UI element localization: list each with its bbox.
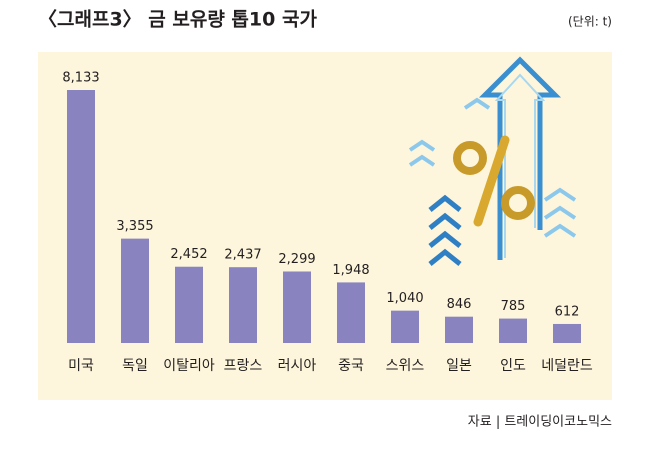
source: 자료 | 트레이딩이코노믹스 — [468, 415, 612, 430]
value-label: 2,452 — [170, 247, 207, 262]
value-label: 2,437 — [224, 248, 261, 263]
x-tick-label: 프랑스 — [224, 358, 263, 374]
value-label: 846 — [447, 297, 472, 312]
unit: (단위: t) — [568, 15, 612, 29]
value-label: 3,355 — [116, 219, 153, 234]
x-tick-label: 인도 — [500, 358, 526, 374]
x-tick-label: 독일 — [122, 358, 148, 374]
value-label: 1,040 — [386, 291, 423, 306]
x-tick-label: 스위스 — [386, 358, 425, 374]
value-label: 785 — [501, 299, 526, 314]
bar — [175, 266, 203, 343]
value-label: 2,299 — [278, 252, 315, 267]
chart-title: 〈그래프3〉 금 보유량 톱10 국가 — [38, 8, 317, 31]
bar — [283, 271, 311, 343]
x-tick-label: 이탈리아 — [163, 358, 215, 374]
x-tick-label: 일본 — [446, 358, 472, 374]
bar — [67, 90, 95, 343]
bar — [337, 282, 365, 343]
value-label: 612 — [555, 304, 580, 319]
value-label: 8,133 — [62, 71, 99, 86]
x-tick-label: 러시아 — [278, 358, 317, 374]
decoration — [408, 56, 577, 266]
bar — [121, 238, 149, 343]
bar — [499, 318, 527, 343]
bar — [229, 267, 257, 343]
x-tick-label: 네덜란드 — [541, 358, 593, 374]
value-label: 1,948 — [332, 263, 369, 278]
bar — [553, 323, 581, 343]
x-tick-label: 미국 — [68, 358, 94, 374]
bar — [391, 310, 419, 343]
x-tick-label: 중국 — [338, 358, 364, 374]
bar — [445, 316, 473, 343]
